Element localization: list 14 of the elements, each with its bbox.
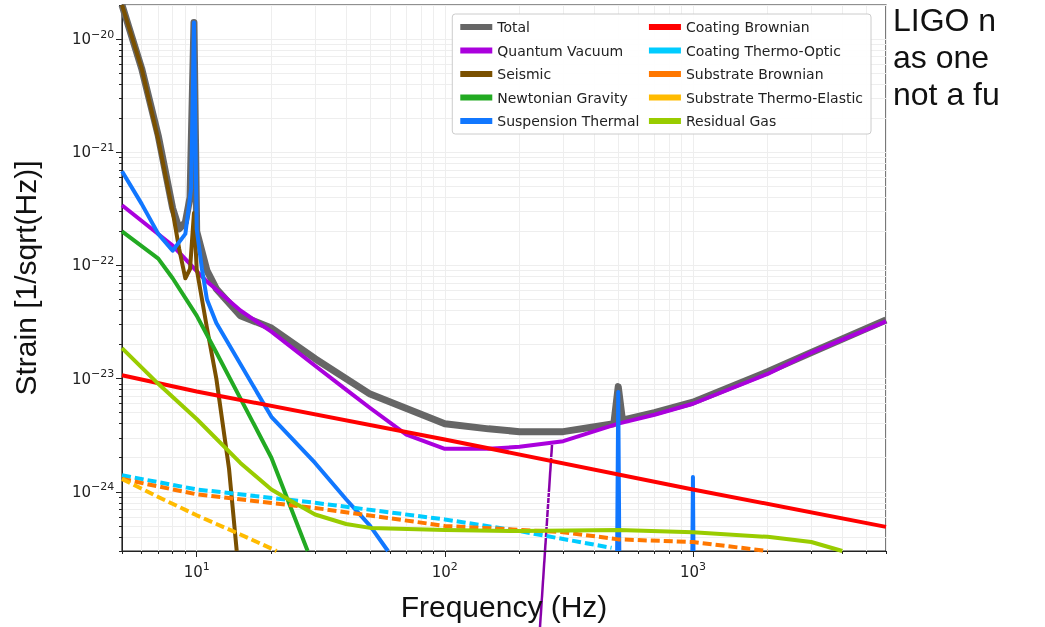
text: LIGO n: [893, 2, 997, 38]
legend-label: Coating Thermo-Optic: [685, 42, 841, 59]
text: as one: [893, 39, 990, 75]
legend-label: Total: [496, 19, 530, 35]
legend-label: Newtonian Gravity: [497, 89, 628, 106]
text: not a fu: [893, 76, 1000, 112]
legend-label: Residual Gas: [685, 113, 777, 129]
legend-label: Coating Brownian: [685, 19, 810, 35]
legend-label: Quantum Vacuum: [497, 42, 624, 59]
legend-label: Seismic: [497, 66, 552, 82]
legend-label: Suspension Thermal: [497, 113, 640, 129]
legend-label: Substrate Thermo-Elastic: [685, 89, 864, 106]
y-axis-title: Strain [1/sqrt(Hz)]: [8, 160, 42, 396]
legend-label: Substrate Brownian: [685, 66, 824, 82]
